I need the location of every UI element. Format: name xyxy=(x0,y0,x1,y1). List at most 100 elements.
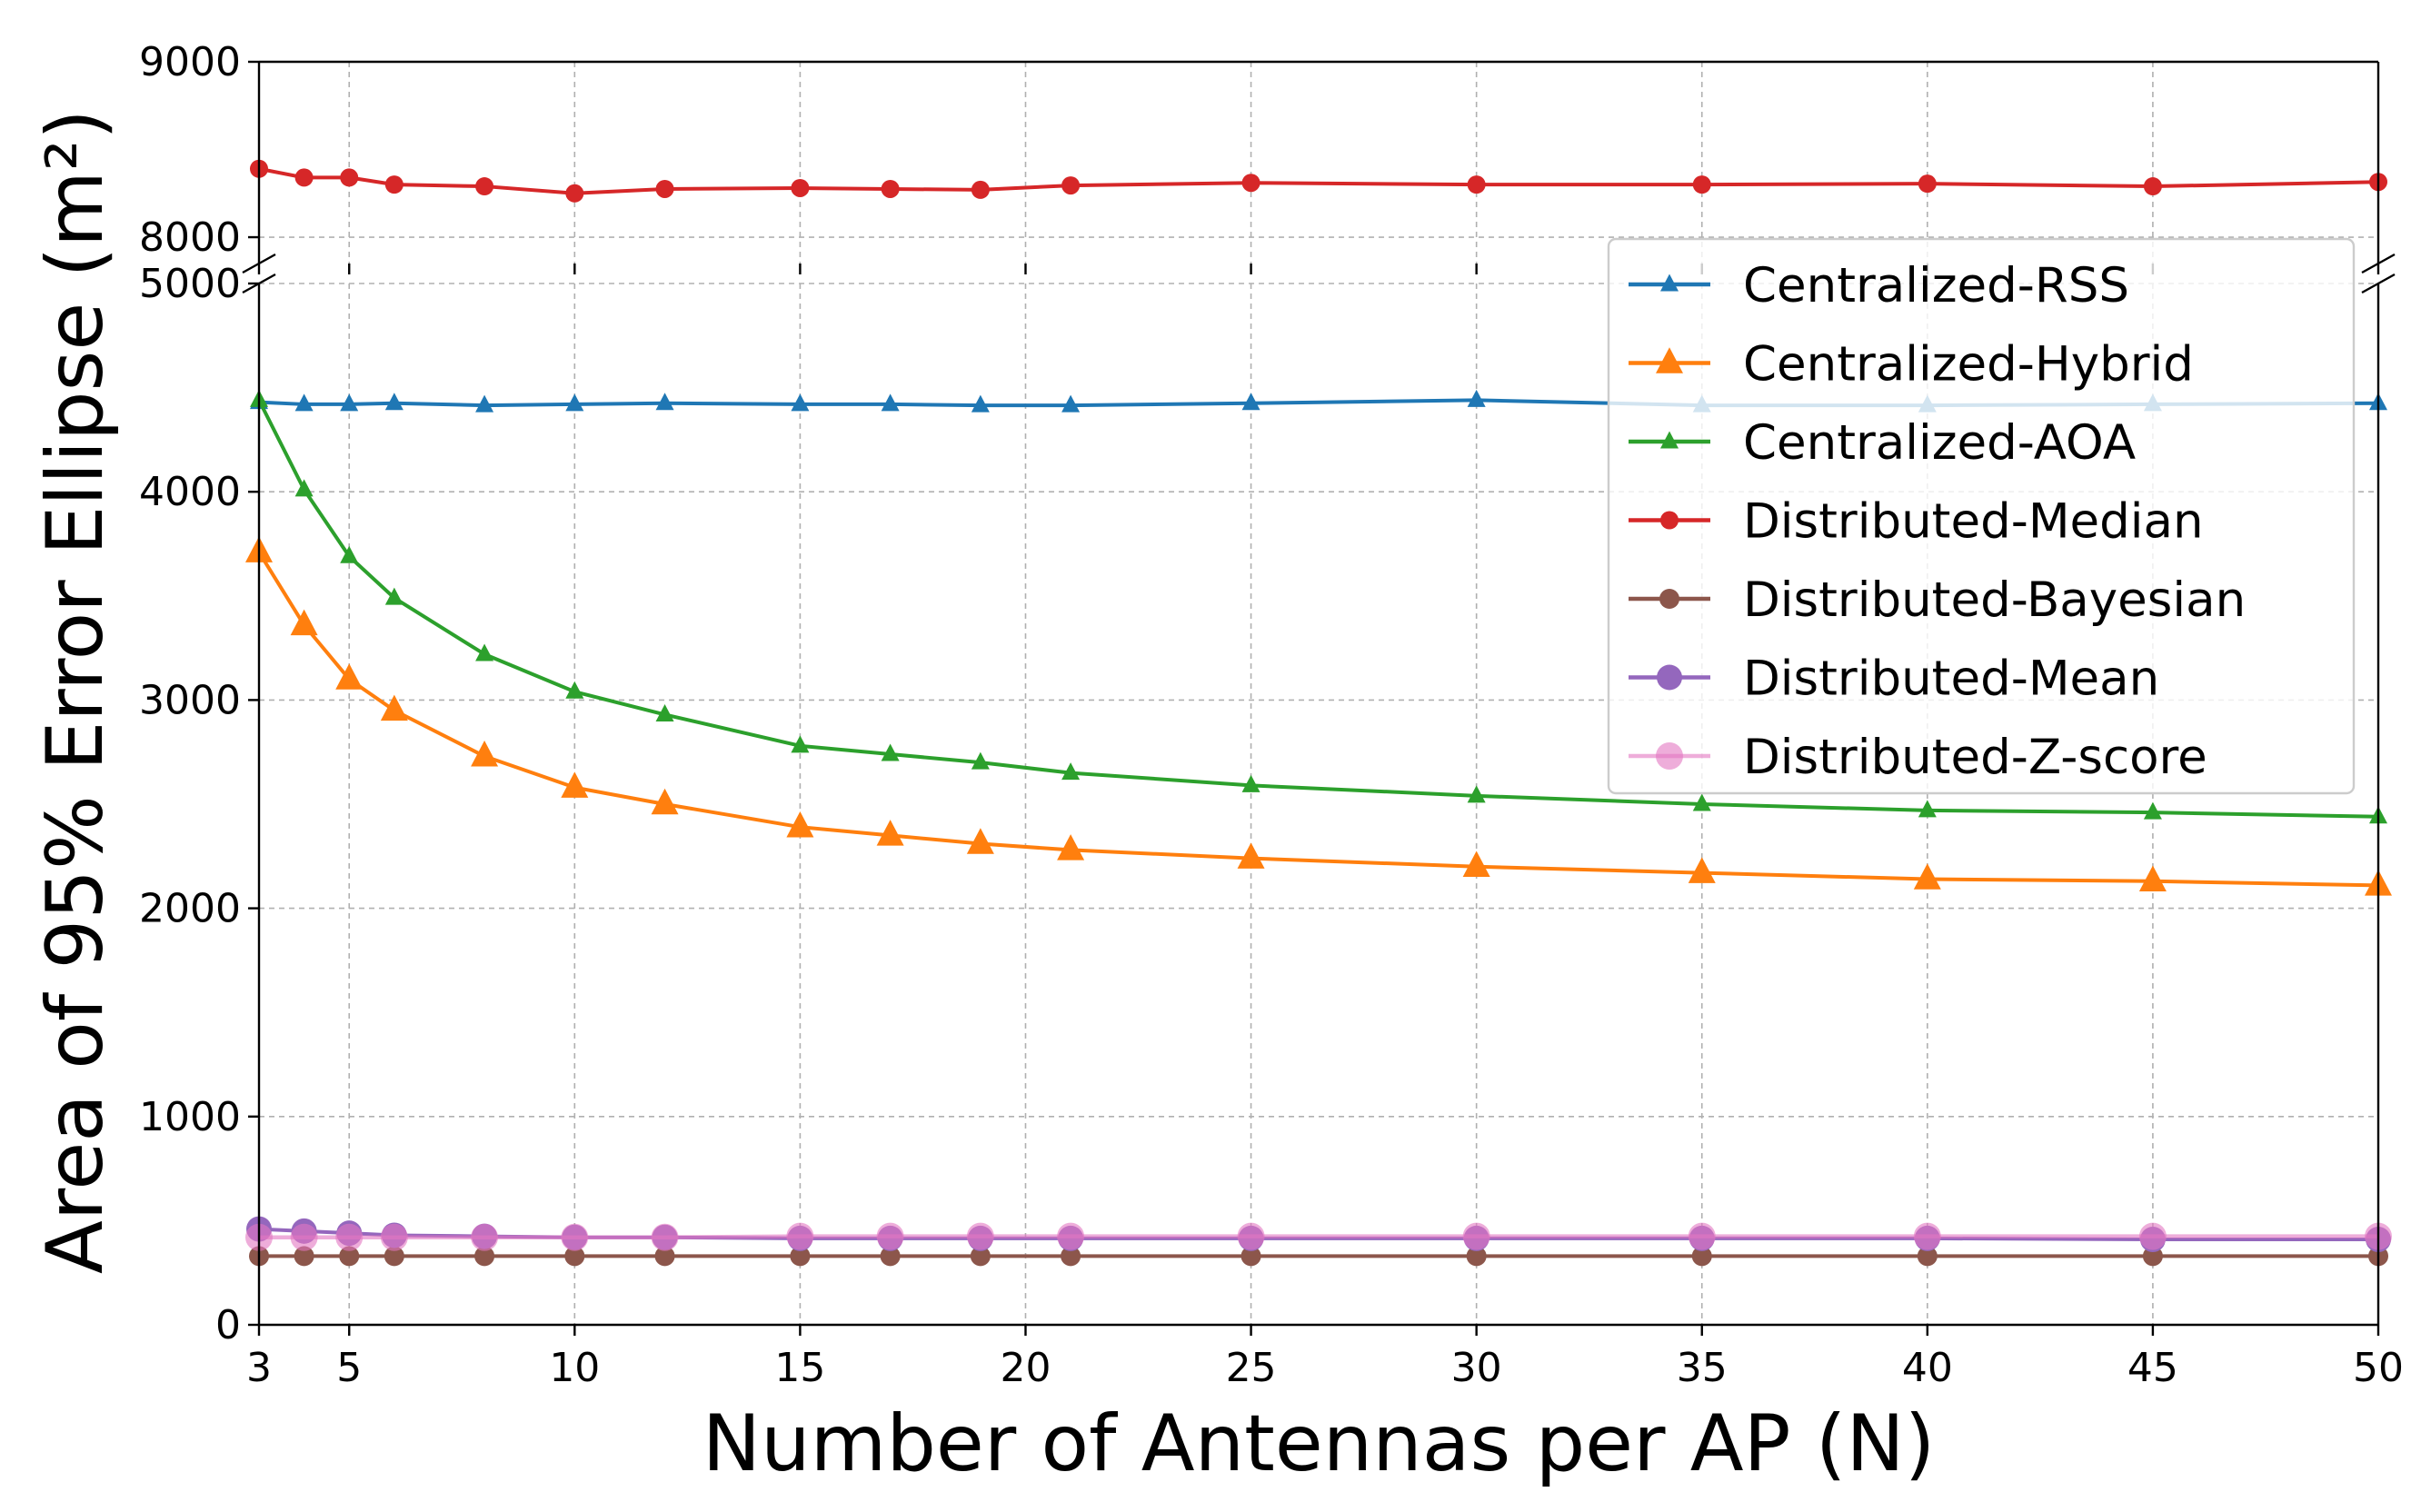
x-tick-label: 30 xyxy=(1451,1345,1502,1391)
data-marker xyxy=(471,1223,499,1251)
data-marker xyxy=(1467,389,1486,407)
data-marker xyxy=(1061,176,1081,195)
x-axis-title: Number of Antennas per AP (N) xyxy=(702,1398,1936,1489)
legend: Centralized-RSS Centralized-Hybrid Central… xyxy=(1607,237,2356,795)
data-marker xyxy=(1660,431,1679,449)
legend-item: Distributed-Z-score xyxy=(1629,730,2207,785)
data-marker xyxy=(1241,393,1260,411)
legend-label: Distributed-Z-score xyxy=(1743,730,2207,785)
x-tick-label: 3 xyxy=(246,1345,272,1391)
data-marker xyxy=(790,1246,811,1267)
x-tick-label: 10 xyxy=(549,1345,600,1391)
data-marker xyxy=(565,681,584,699)
data-marker xyxy=(654,1246,675,1267)
data-marker xyxy=(2138,865,2167,892)
data-marker xyxy=(1061,1246,1081,1267)
data-marker xyxy=(294,168,314,187)
data-marker xyxy=(565,184,584,203)
data-marker xyxy=(1057,834,1085,860)
data-marker xyxy=(2143,801,2162,820)
data-marker xyxy=(340,168,359,187)
data-marker xyxy=(1660,274,1679,292)
data-marker xyxy=(340,393,359,412)
lower-y-tick-label: 4000 xyxy=(139,469,241,515)
data-marker xyxy=(655,703,674,721)
data-marker xyxy=(1688,1222,1716,1250)
legend-item: Distributed-Bayesian xyxy=(1629,572,2246,628)
data-marker xyxy=(1237,1222,1265,1250)
upper-y-tick-label: 8000 xyxy=(139,214,241,261)
data-marker xyxy=(384,587,404,605)
data-marker xyxy=(384,393,404,411)
data-marker xyxy=(651,788,679,815)
data-marker xyxy=(1917,1246,1938,1267)
x-tick-label: 50 xyxy=(2353,1345,2404,1391)
data-marker xyxy=(561,1223,589,1251)
legend-label: Centralized-Hybrid xyxy=(1743,337,2194,393)
data-marker xyxy=(881,393,900,412)
data-marker xyxy=(380,694,408,721)
data-marker xyxy=(384,175,404,194)
data-marker xyxy=(475,394,494,413)
legend-item: Centralized-AOA xyxy=(1629,415,2136,471)
data-marker xyxy=(1061,394,1081,413)
data-marker xyxy=(294,479,314,497)
data-marker xyxy=(1462,1222,1490,1250)
data-marker xyxy=(655,393,674,411)
data-marker xyxy=(1659,589,1679,609)
data-marker xyxy=(1240,1246,1261,1267)
legend-label: Distributed-Bayesian xyxy=(1743,572,2246,628)
data-marker xyxy=(475,177,494,196)
data-marker xyxy=(290,609,318,636)
data-marker xyxy=(876,1222,904,1250)
data-marker xyxy=(2138,1222,2167,1250)
series-centralized-hybrid xyxy=(245,536,2392,896)
series-layer xyxy=(245,159,2392,1267)
data-marker xyxy=(786,811,814,838)
data-marker xyxy=(1913,863,1941,890)
series-centralized-aoa xyxy=(250,389,2387,824)
x-tick-label: 35 xyxy=(1677,1345,1728,1391)
data-marker xyxy=(1466,1246,1487,1267)
data-marker xyxy=(1692,793,1711,811)
lower-y-tick-label: 1000 xyxy=(139,1094,241,1140)
data-marker xyxy=(1462,850,1490,878)
axis-break-mark xyxy=(2361,273,2396,294)
data-marker xyxy=(1656,347,1683,373)
data-marker xyxy=(1467,175,1486,194)
data-marker xyxy=(1918,174,1937,194)
data-marker xyxy=(1241,174,1260,193)
x-tick-label: 45 xyxy=(2127,1345,2178,1391)
data-marker xyxy=(1688,857,1716,883)
data-marker xyxy=(1057,1222,1085,1250)
lower-y-tick-label: 2000 xyxy=(139,886,241,932)
data-marker xyxy=(971,751,990,770)
data-marker xyxy=(651,1223,679,1251)
ticks-layer: 3 5 10 15 20 25 30 35 40 45 5080009000010002000300… xyxy=(139,39,2404,1391)
data-marker xyxy=(1657,664,1682,691)
data-marker xyxy=(881,743,900,761)
data-marker xyxy=(1692,175,1711,194)
data-marker xyxy=(966,828,994,854)
legend-label: Centralized-RSS xyxy=(1743,258,2129,313)
data-marker xyxy=(2143,177,2162,196)
lower-y-tick-label: 5000 xyxy=(139,261,241,307)
data-marker xyxy=(1241,774,1260,792)
data-marker xyxy=(294,1246,314,1267)
data-marker xyxy=(335,663,364,690)
legend-item: Distributed-Mean xyxy=(1629,652,2159,707)
lower-y-tick-label: 0 xyxy=(215,1302,241,1348)
data-marker xyxy=(475,643,494,662)
data-marker xyxy=(791,735,810,753)
data-marker xyxy=(290,1223,318,1251)
legend-item: Centralized-RSS xyxy=(1629,258,2129,313)
data-marker xyxy=(881,179,900,198)
data-marker xyxy=(791,178,810,197)
data-marker xyxy=(380,1223,408,1251)
data-marker xyxy=(340,545,359,563)
data-marker xyxy=(786,1222,814,1250)
legend-label: Distributed-Median xyxy=(1743,494,2204,550)
data-marker xyxy=(876,820,904,846)
data-marker xyxy=(1913,1222,1941,1250)
